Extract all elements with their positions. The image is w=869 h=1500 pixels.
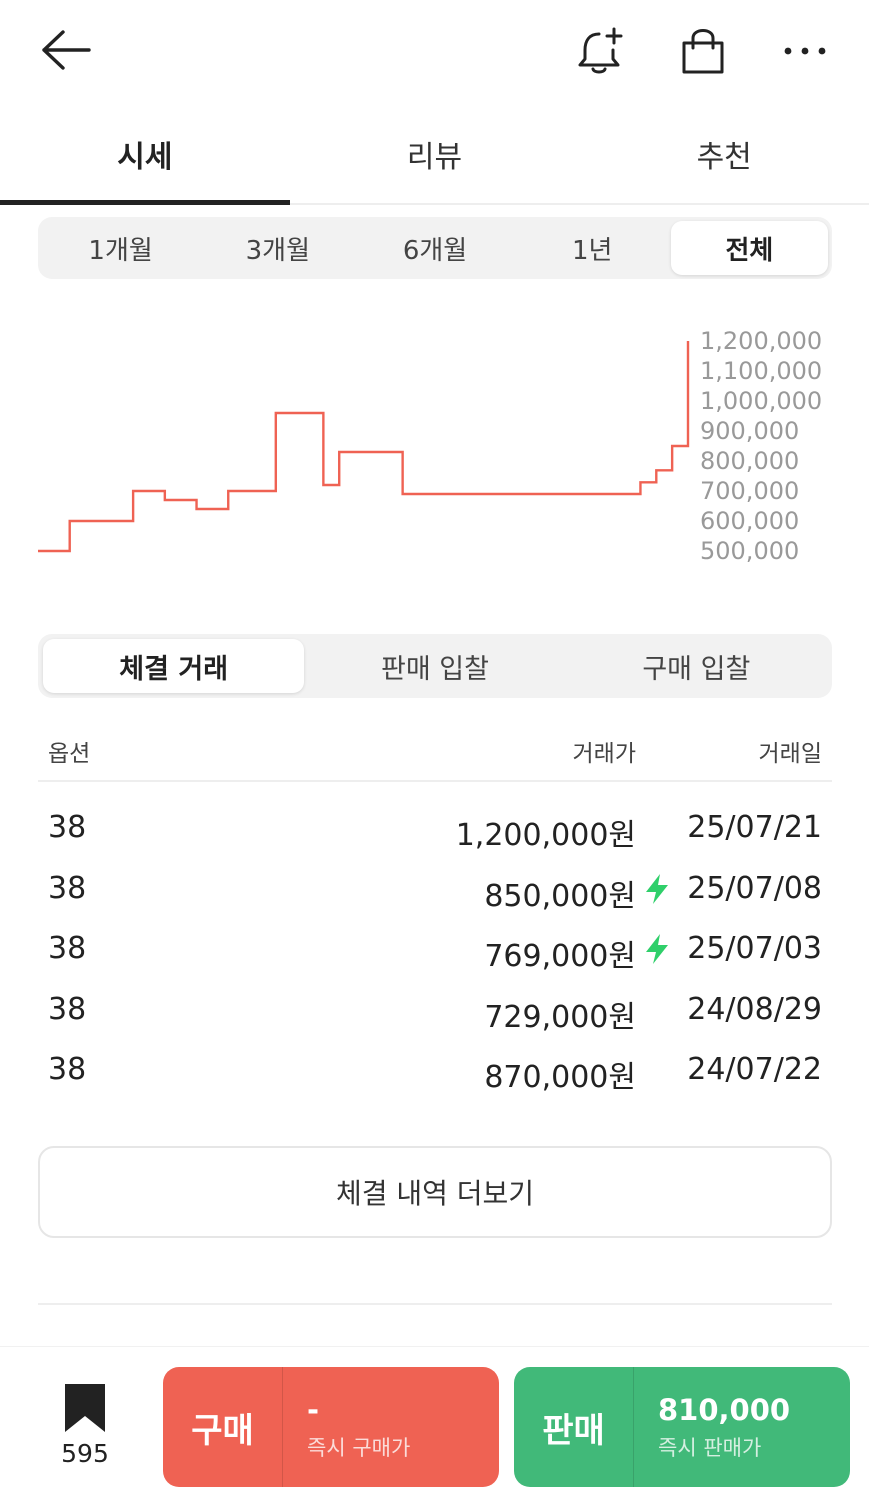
row-price: 850,000원 (484, 878, 636, 914)
table-row: 38 850,000원 25/07/08 (38, 859, 832, 920)
row-price: 769,000원 (484, 939, 636, 974)
price-alert-button[interactable] (568, 20, 634, 82)
price-chart: 1,200,0001,100,0001,000,000900,000800,00… (38, 327, 822, 565)
bookmark-button[interactable]: 595 (50, 1383, 120, 1473)
section-divider (38, 1303, 832, 1305)
y-tick-label: 1,200,000 (700, 327, 822, 355)
row-date: 25/07/21 (687, 810, 822, 845)
period-1-month[interactable]: 1개월 (88, 235, 153, 266)
table-row: 38 1,200,000원 25/07/21 (38, 798, 832, 859)
bookmark-count: 595 (61, 1439, 109, 1468)
row-price: 729,000원 (484, 999, 636, 1035)
row-date: 25/07/08 (687, 870, 822, 906)
column-header-option: 옵션 (48, 741, 91, 767)
table-row: 38 870,000원 24/07/22 (38, 1040, 832, 1101)
period-all[interactable]: 전체 (670, 221, 829, 275)
trade-table-header: 옵션 거래가 거래일 (38, 720, 832, 782)
buy-button[interactable]: 구매 - 즉시 구매가 (163, 1367, 499, 1487)
row-price: 870,000원 (484, 1060, 636, 1095)
tab-price[interactable]: 시세 (0, 105, 290, 205)
tab-buy-bids[interactable]: 구매 입찰 (642, 653, 751, 685)
tab-recommend[interactable]: 추천 (696, 140, 752, 175)
shopping-bag-icon (682, 29, 724, 74)
trade-table-body: 38 1,200,000원 25/07/21 38 850,000원 25/07… (38, 798, 832, 1101)
y-tick-label: 600,000 (700, 507, 799, 535)
table-row: 38 769,000원 25/07/03 (38, 919, 832, 980)
bottom-action-bar: 595 구매 - 즉시 구매가 판매 810,000 즉시 판매가 (0, 1346, 869, 1500)
row-option: 38 (48, 1052, 87, 1087)
back-button[interactable] (30, 20, 100, 80)
y-tick-label: 1,000,000 (700, 387, 822, 415)
instant-sell-price: 810,000 (658, 1393, 791, 1427)
buy-label: 구매 (163, 1367, 283, 1487)
row-option: 38 (48, 810, 87, 845)
y-tick-label: 1,100,000 (700, 357, 822, 385)
instant-buy-price: - (307, 1393, 320, 1427)
y-tick-label: 900,000 (700, 417, 799, 445)
lightning-icon (642, 933, 672, 965)
row-date: 25/07/03 (687, 931, 822, 966)
instant-sell-caption: 즉시 판매가 (658, 1436, 762, 1460)
y-tick-label: 500,000 (700, 537, 799, 565)
period-6-months[interactable]: 6개월 (402, 235, 468, 266)
period-selector: 1개월 3개월 6개월 1년 전체 (38, 217, 832, 279)
tab-review[interactable]: 리뷰 (406, 140, 463, 175)
back-arrow-icon (42, 30, 91, 70)
bookmark-icon (65, 1384, 105, 1432)
row-date: 24/08/29 (687, 991, 822, 1027)
more-dots-icon (784, 47, 826, 55)
column-header-price: 거래가 (572, 741, 636, 767)
more-options-button[interactable] (772, 20, 838, 82)
column-header-date: 거래일 (758, 741, 822, 767)
tab-sell-bids[interactable]: 판매 입찰 (381, 653, 489, 685)
row-option: 38 (48, 931, 87, 966)
tab-completed-trades[interactable]: 체결 거래 (43, 639, 305, 693)
period-3-months[interactable]: 3개월 (245, 235, 310, 266)
y-tick-label: 700,000 (700, 477, 799, 505)
row-price: 1,200,000원 (455, 818, 636, 853)
lightning-icon (642, 873, 672, 905)
top-app-bar (0, 0, 869, 105)
instant-buy-caption: 즉시 구매가 (307, 1436, 411, 1460)
period-1-year[interactable]: 1년 (571, 235, 613, 266)
sell-button[interactable]: 판매 810,000 즉시 판매가 (514, 1367, 850, 1487)
shopping-bag-button[interactable] (670, 20, 736, 82)
trade-type-selector: 체결 거래 판매 입찰 구매 입찰 (38, 634, 832, 698)
price-series-line (38, 341, 690, 553)
row-option: 38 (48, 870, 87, 906)
view-more-trades-button[interactable]: 체결 내역 더보기 (38, 1146, 832, 1238)
row-option: 38 (48, 991, 87, 1027)
bell-plus-icon (578, 27, 623, 74)
row-date: 24/07/22 (687, 1052, 822, 1087)
sell-label: 판매 (514, 1367, 634, 1487)
table-row: 38 729,000원 24/08/29 (38, 980, 832, 1041)
sell-info: 810,000 즉시 판매가 (634, 1367, 850, 1487)
main-tabs: 시세 리뷰 추천 (0, 105, 869, 205)
y-tick-label: 800,000 (700, 447, 799, 475)
buy-info: - 즉시 구매가 (283, 1367, 499, 1487)
